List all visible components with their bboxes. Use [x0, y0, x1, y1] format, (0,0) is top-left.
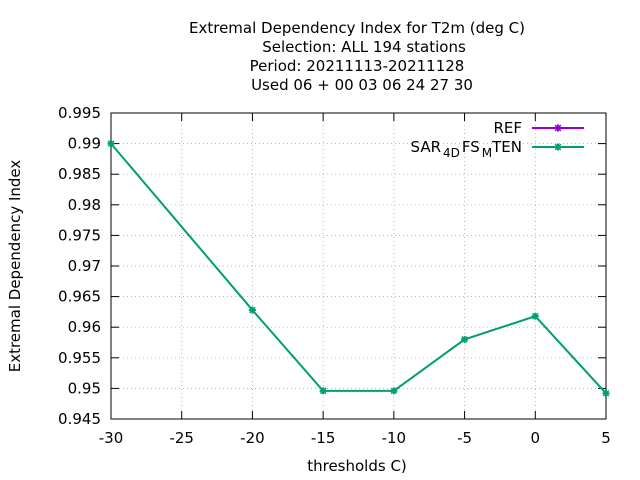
series-group [107, 140, 610, 397]
data-point [319, 387, 327, 395]
title-line-3: Period: 20211113-20211128 [250, 57, 465, 75]
data-point [531, 312, 539, 320]
y-tick-label: 0.98 [68, 196, 101, 214]
legend-label-part-2: 4D [443, 146, 460, 160]
x-tick-label: -5 [457, 429, 472, 447]
y-tick-label: 0.96 [68, 318, 101, 336]
legend-swatch-marker [554, 143, 562, 151]
data-point [107, 140, 115, 148]
title-line-4: Used 06 + 00 03 06 24 27 30 [251, 76, 473, 94]
x-axis-label: thresholds C) [307, 457, 407, 475]
x-tick-label: -10 [382, 429, 407, 447]
x-tick-label: 5 [601, 429, 611, 447]
legend-label-sar: SAR 4D FS MTEN [411, 138, 522, 160]
y-tick-labels: 0.945 0.95 0.955 0.96 0.965 0.97 0.975 0.98 0.98… [58, 104, 101, 428]
y-tick-label: 0.97 [68, 257, 101, 275]
y-tick-label: 0.99 [68, 135, 101, 153]
data-point [461, 335, 469, 343]
y-tick-label: 0.975 [58, 226, 101, 244]
legend: REF SAR 4D FS MTEN [411, 119, 584, 160]
x-tick-label: -15 [311, 429, 336, 447]
legend-label-part-1: SAR [411, 138, 441, 156]
legend-label-part-4: M [482, 146, 492, 160]
plot-border [110, 112, 607, 420]
data-point [390, 387, 398, 395]
x-tick-labels: -30 -25 -20 -15 -10 -5 0 5 [99, 429, 611, 447]
chart-title: Extremal Dependency Index for T2m (deg C… [189, 19, 525, 94]
y-tick-label: 0.995 [58, 104, 101, 122]
title-line-2: Selection: ALL 194 stations [262, 38, 466, 56]
legend-label-part-5: TEN [491, 138, 522, 156]
legend-label-part-3: FS [462, 138, 480, 156]
y-tick-label: 0.95 [68, 379, 101, 397]
x-tick-label: -30 [99, 429, 124, 447]
data-point [248, 306, 256, 314]
x-tick-label: 0 [531, 429, 541, 447]
grid [111, 113, 606, 419]
data-point [602, 389, 610, 397]
y-tick-label: 0.945 [58, 410, 101, 428]
legend-label-ref: REF [493, 119, 522, 137]
series-line [110, 142, 607, 394]
y-tick-label: 0.985 [58, 165, 101, 183]
y-tick-label: 0.955 [58, 349, 101, 367]
x-tick-label: -20 [240, 429, 265, 447]
x-tick-label: -25 [169, 429, 194, 447]
y-tick-label: 0.965 [58, 288, 101, 306]
y-axis-label: Extremal Dependency Index [6, 160, 24, 373]
legend-swatch-marker [554, 124, 562, 132]
title-line-1: Extremal Dependency Index for T2m (deg C… [189, 19, 525, 37]
